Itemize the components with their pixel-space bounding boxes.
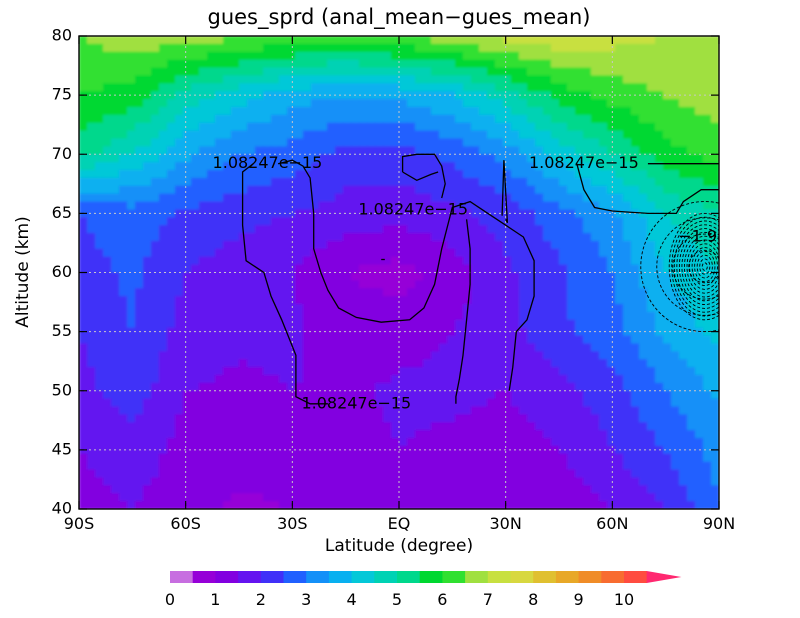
colorbar-swatch: [397, 571, 421, 583]
colorbar-swatch: [260, 571, 284, 583]
contour-line-negative: [681, 231, 719, 302]
colorbar-tick-label: 8: [528, 590, 538, 609]
colorbar-swatch: [238, 571, 262, 583]
colorbar-tick-label: 0: [165, 590, 175, 609]
colorbar-swatch: [578, 571, 602, 583]
colorbar-tick-label: 7: [483, 590, 493, 609]
colorbar-tick-label: 5: [392, 590, 402, 609]
colorbar-swatch: [533, 571, 557, 583]
colorbar-tick-label: 1: [210, 590, 220, 609]
x-tick-label: 90N: [703, 514, 735, 533]
x-tick-label: 60S: [170, 514, 201, 533]
contour-line-zero: [277, 159, 535, 391]
contour-line-negative: [668, 212, 719, 321]
contour-line-negative: [676, 224, 719, 309]
contour-line-negative: [672, 233, 719, 300]
contour-line-negative: [696, 254, 713, 279]
contour-line-zero: [402, 171, 439, 182]
y-tick-label: 45: [52, 439, 72, 458]
x-tick-label: EQ: [388, 514, 411, 533]
colorbar-tick-label: 4: [347, 590, 357, 609]
contour-label: −1.9: [678, 227, 717, 246]
x-axis: 90S 60S 30S EQ 30N 60N 90N: [64, 36, 735, 533]
colorbar-swatch: [170, 571, 194, 583]
y-tick-label: 55: [52, 321, 72, 340]
contour-line-negative: [684, 235, 719, 298]
colorbar-swatch: [624, 571, 648, 583]
colorbar-swatch: [215, 571, 239, 583]
contour-label: 1.08247e−15: [301, 393, 411, 412]
colorbar-swatch: [351, 571, 375, 583]
colorbar-swatch: [442, 571, 466, 583]
y-axis: 40 45 50 55 60 65 70 75 80: [52, 26, 719, 518]
y-tick-label: 65: [52, 203, 72, 222]
x-tick-label: 60N: [596, 514, 628, 533]
heatmap-field: [79, 36, 719, 509]
y-tick-label: 60: [52, 262, 72, 281]
colorbar-swatch: [328, 571, 352, 583]
y-tick-label: 80: [52, 26, 72, 45]
contour-line-zero: [241, 163, 328, 405]
x-tick-label: 30N: [490, 514, 522, 533]
colorbar-swatch: [419, 571, 443, 583]
colorbar-swatch: [510, 571, 534, 583]
x-tick-label: 90S: [64, 514, 95, 533]
contour-line-zero: [401, 153, 446, 199]
contour-line-negative: [673, 220, 719, 313]
colorbar-swatch: [306, 571, 330, 583]
contour-line-negative: [640, 201, 719, 333]
contour-label: 1.08247e−15: [529, 153, 639, 172]
colorbar-tick-label: 9: [574, 590, 584, 609]
contour-line-zero: [501, 160, 509, 224]
colorbar-swatch: [283, 571, 307, 583]
x-axis-label: Latitude (degree): [325, 536, 473, 556]
contour-label: 1.08247e−15: [358, 199, 468, 218]
contour-line-negative: [694, 250, 716, 283]
y-tick-label: 75: [52, 85, 72, 104]
contour-line-negative: [688, 249, 719, 284]
contour-line-negative: [701, 262, 708, 271]
grid-lines: [79, 36, 719, 509]
colorbar-tick-label: 6: [437, 590, 447, 609]
x-tick-label: 30S: [277, 514, 308, 533]
contour-line-negative: [678, 228, 719, 306]
colorbar: 0 1 2 3 4 5 6 7 8 9 10: [165, 571, 682, 609]
y-tick-label: 70: [52, 144, 72, 163]
colorbar-tick-label: 3: [301, 590, 311, 609]
colorbar-swatch: [555, 571, 579, 583]
colorbar-swatch: [192, 571, 216, 583]
contour-label: 1.08247e−15: [213, 153, 323, 172]
contour-labels: 1.08247e−15 1.08247e−15 1.08247e−15 1.08247…: [213, 153, 718, 412]
contour-line-zero: [576, 163, 719, 215]
colorbar-swatch: [374, 571, 398, 583]
colorbar-tick-label: 2: [256, 590, 266, 609]
y-tick-label: 40: [52, 499, 72, 518]
y-axis-label: Altitude (km): [13, 216, 33, 328]
contour-line-negative: [699, 258, 711, 275]
colorbar-arrow: [646, 571, 682, 583]
colorbar-tick-label: 10: [614, 590, 634, 609]
contour-line-negative: [691, 247, 718, 287]
colorbar-swatch: [487, 571, 511, 583]
colorbar-swatch: [601, 571, 625, 583]
contour-line-negative: [671, 216, 719, 317]
contour-line-negative: [656, 217, 719, 316]
contour-line-zero: [455, 219, 471, 404]
contour-lines: [241, 153, 719, 405]
y-tick-label: 50: [52, 380, 72, 399]
colorbar-swatch: [465, 571, 489, 583]
chart-title: gues_sprd (anal_mean−gues_mean): [207, 5, 590, 30]
